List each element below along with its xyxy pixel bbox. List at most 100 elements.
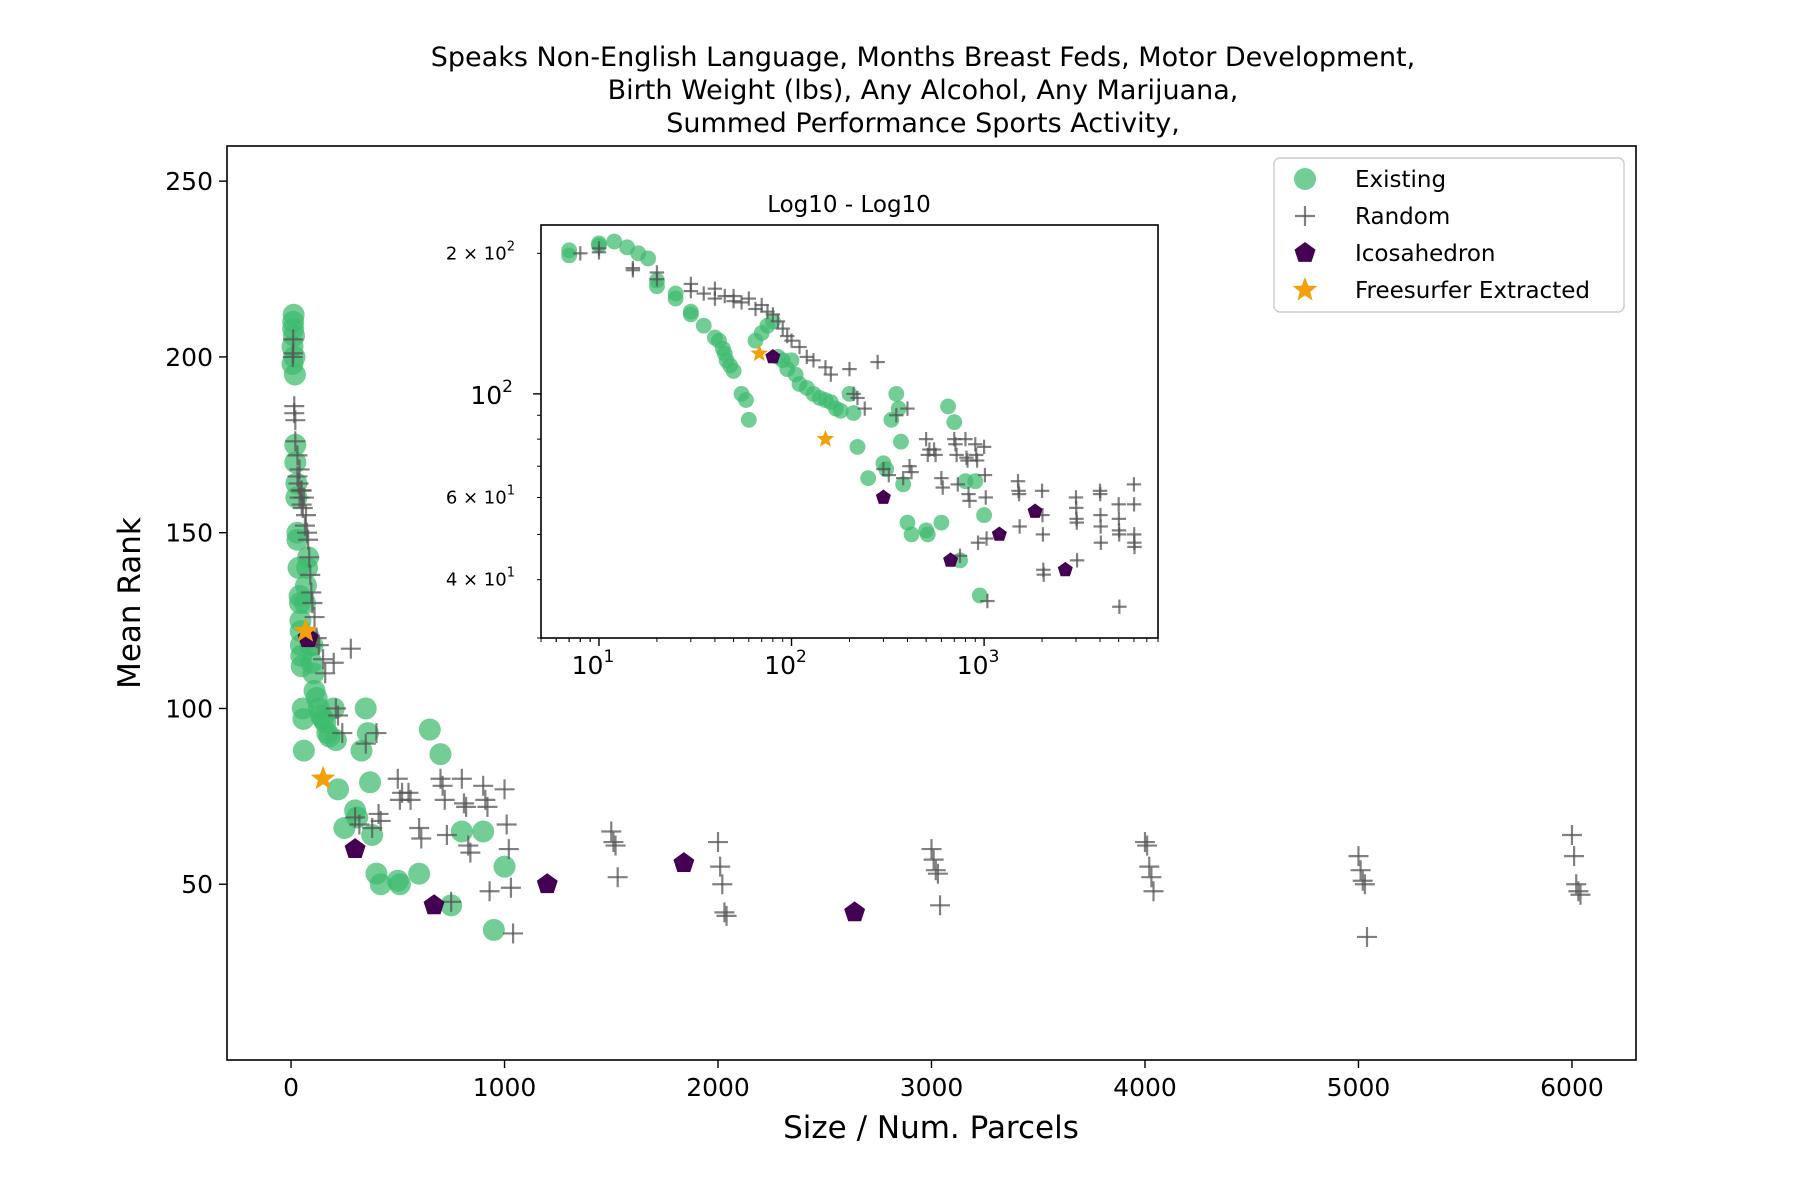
inset-random-point bbox=[1011, 486, 1027, 502]
random-point bbox=[1350, 860, 1371, 881]
inset-random-point bbox=[1034, 483, 1050, 499]
inset-random-point bbox=[900, 401, 915, 416]
inset-random-point bbox=[977, 467, 993, 483]
random-point bbox=[441, 891, 462, 912]
inset-existing-point bbox=[682, 306, 699, 323]
random-point bbox=[925, 860, 946, 881]
chart-title-line-3: Summed Performance Sports Activity, bbox=[666, 108, 1180, 139]
existing-point bbox=[292, 708, 315, 731]
random-point bbox=[708, 832, 729, 853]
inset-random-point bbox=[889, 408, 904, 423]
inset-existing-point bbox=[933, 514, 950, 531]
existing-point bbox=[450, 820, 473, 843]
inset-y-minor-label: 2 × 102 bbox=[446, 239, 515, 264]
inset-random-point bbox=[625, 263, 641, 278]
y-axis-label: Mean Rank bbox=[112, 517, 148, 689]
inset-random-point bbox=[1126, 477, 1142, 492]
inset-random-point bbox=[969, 453, 985, 468]
random-point bbox=[603, 832, 624, 853]
random-point bbox=[456, 796, 477, 817]
inset-random-point bbox=[857, 401, 872, 416]
random-point bbox=[1134, 832, 1155, 853]
random-point bbox=[500, 877, 521, 898]
inset-random-point bbox=[799, 349, 814, 365]
freesurfer-point bbox=[310, 765, 336, 790]
inset-random-point bbox=[1126, 497, 1142, 512]
x-tick-label: 1000 bbox=[473, 1073, 537, 1102]
existing-point bbox=[350, 739, 373, 762]
chart-title-line-2: Birth Weight (lbs), Any Alcohol, Any Mar… bbox=[608, 75, 1239, 106]
existing-point bbox=[284, 451, 307, 474]
inset-random-point bbox=[806, 353, 821, 368]
legend-label-random: Random bbox=[1355, 204, 1450, 230]
x-tick-label: 2000 bbox=[686, 1073, 750, 1102]
existing-point bbox=[408, 862, 431, 885]
random-point bbox=[1354, 874, 1375, 895]
icosahedron-point bbox=[844, 901, 866, 922]
inset-random-point bbox=[976, 439, 992, 455]
main-axis-ticks: 0 1000 2000 3000 4000 5000 6000 50 100 150 200 250 bbox=[165, 167, 1603, 1102]
random-point bbox=[299, 547, 320, 568]
freesurfer-point bbox=[293, 618, 318, 642]
inset-icosahedron-point bbox=[875, 489, 891, 504]
inset-random-point bbox=[696, 286, 711, 301]
random-point bbox=[315, 663, 336, 684]
random-point bbox=[436, 825, 457, 846]
inset-axis-ticks: 101 102 103 102 4 × 101 6 × 101 2 × 102 bbox=[446, 239, 1159, 680]
legend-marker-freesurfer bbox=[1292, 277, 1318, 301]
random-point bbox=[328, 705, 349, 726]
random-point bbox=[714, 902, 735, 923]
random-point bbox=[1137, 835, 1158, 856]
x-tick-label: 6000 bbox=[1540, 1073, 1604, 1102]
inset-random-point bbox=[935, 480, 950, 495]
random-point bbox=[304, 607, 325, 628]
inset-random-point bbox=[1093, 535, 1109, 550]
random-point bbox=[453, 793, 474, 814]
random-point bbox=[387, 768, 408, 789]
random-point bbox=[710, 856, 731, 877]
inset-existing-point bbox=[849, 438, 866, 455]
existing-point bbox=[283, 363, 306, 386]
random-point bbox=[927, 863, 948, 884]
random-point bbox=[503, 923, 524, 944]
y-tick-label: 100 bbox=[165, 694, 213, 723]
inset-random-point bbox=[775, 321, 790, 336]
random-point bbox=[921, 839, 942, 860]
legend-marker-existing bbox=[1294, 168, 1316, 190]
icosahedron-point bbox=[423, 894, 445, 915]
inset-random-point bbox=[1093, 486, 1108, 502]
inset-random-point bbox=[952, 548, 968, 563]
inset-random-point bbox=[948, 437, 963, 452]
inset-random-point bbox=[928, 447, 943, 463]
legend-box bbox=[1273, 157, 1625, 313]
inset-existing-point bbox=[860, 470, 877, 487]
random-point bbox=[923, 849, 944, 870]
x-tick-label: 0 bbox=[283, 1073, 299, 1102]
inset-existing-point bbox=[976, 507, 993, 524]
inset-random-point bbox=[949, 447, 964, 463]
legend-label-icosahedron: Icosahedron bbox=[1355, 241, 1496, 267]
random-point bbox=[451, 768, 472, 789]
inset-random-point bbox=[741, 291, 757, 306]
inset-freesurfer-point bbox=[816, 429, 835, 447]
inset-random-point bbox=[1127, 539, 1142, 555]
x-tick-label: 4000 bbox=[1113, 1073, 1177, 1102]
inset-random-point bbox=[1069, 553, 1085, 568]
random-point bbox=[287, 445, 308, 466]
random-point bbox=[716, 905, 737, 926]
inset-random-point bbox=[950, 477, 965, 492]
inset-random-point bbox=[649, 272, 665, 287]
existing-point bbox=[292, 739, 315, 762]
inset-random-point bbox=[818, 360, 833, 375]
inset-existing-point bbox=[946, 414, 963, 431]
inset-random-point bbox=[979, 531, 994, 546]
inset-existing-point bbox=[890, 400, 907, 417]
existing-point bbox=[388, 873, 411, 896]
inset-random-point bbox=[918, 431, 934, 447]
y-tick-label: 150 bbox=[165, 519, 213, 548]
existing-point bbox=[429, 743, 452, 766]
random-point bbox=[434, 789, 455, 810]
random-point bbox=[605, 835, 626, 856]
y-tick-label: 250 bbox=[165, 167, 213, 196]
